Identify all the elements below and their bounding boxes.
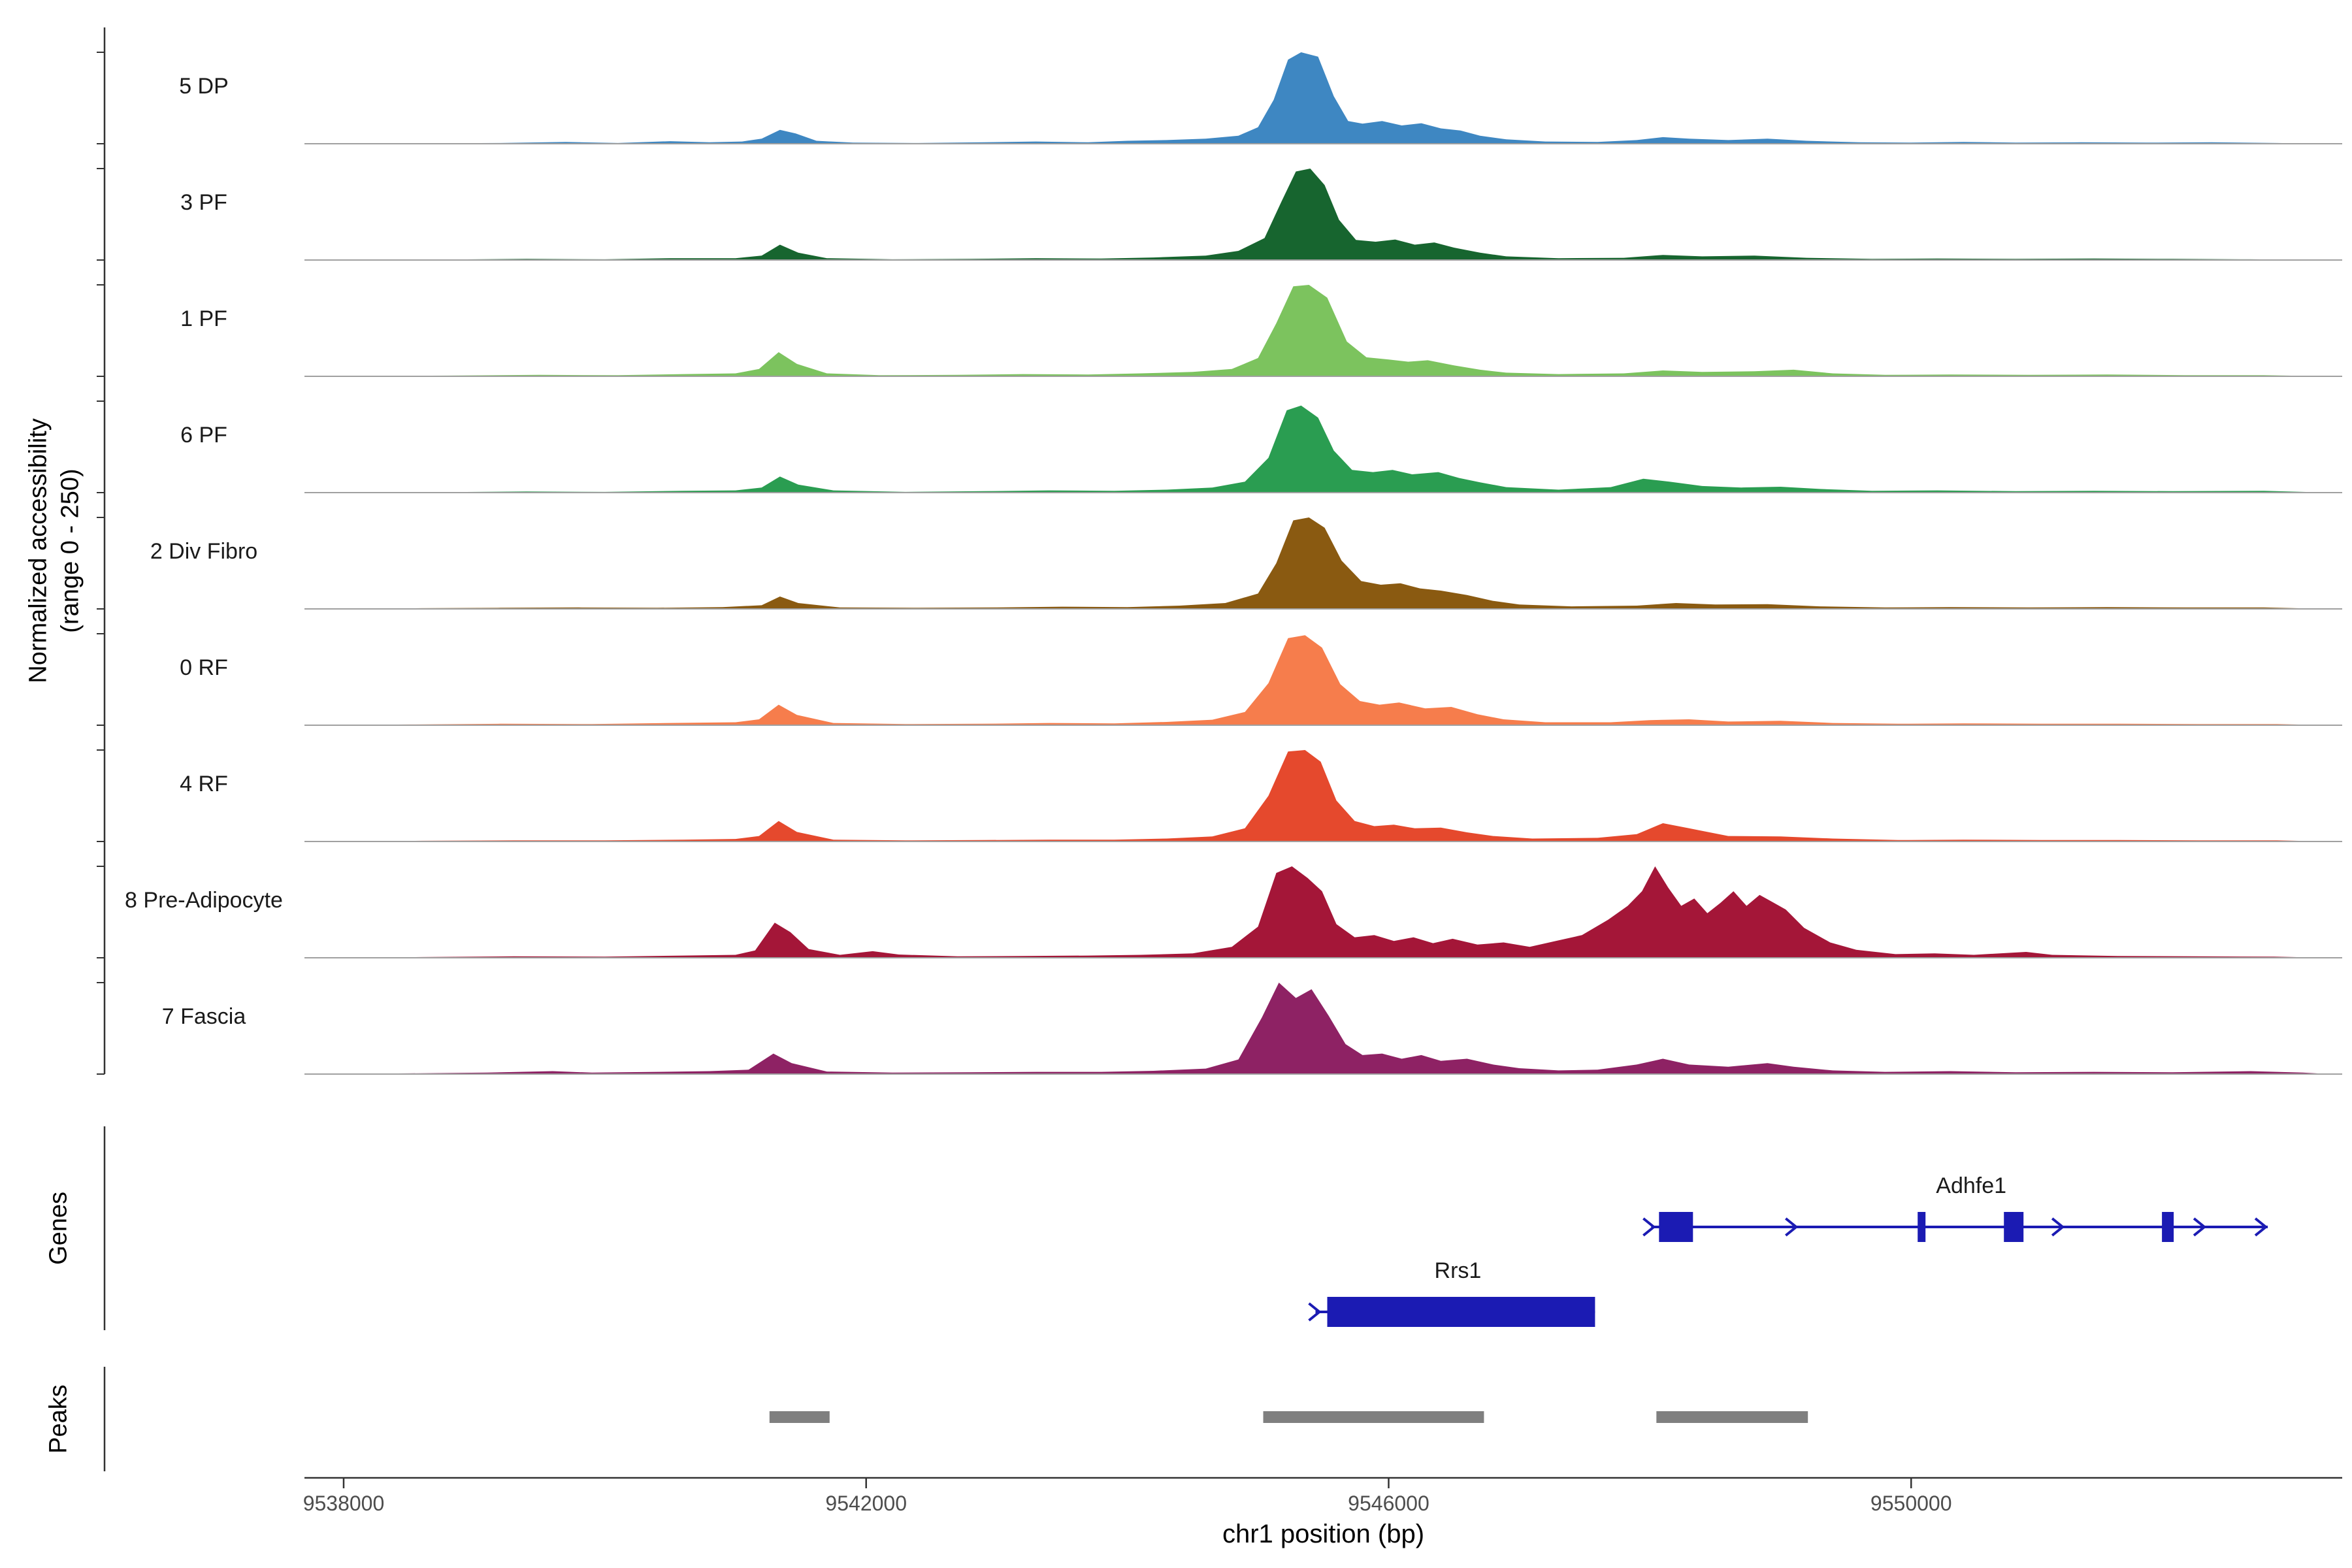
- gene-strand-arrow-icon: [2193, 1217, 2207, 1237]
- track-label: 0 RF: [180, 655, 228, 680]
- track-label: 1 PF: [180, 306, 227, 331]
- signal-area-track-7: [304, 750, 2342, 841]
- x-axis-tick-label: 9542000: [825, 1492, 907, 1515]
- peak-interval: [1656, 1411, 1808, 1423]
- gene-strand-arrow-icon: [1785, 1217, 1799, 1237]
- gene-name-label: Rrs1: [1435, 1258, 1482, 1283]
- track-label: 4 RF: [180, 772, 228, 796]
- signal-area-track-6: [304, 635, 2342, 725]
- gene-exon: [2162, 1212, 2174, 1242]
- gene-exon: [1918, 1212, 1926, 1242]
- gene-strand-arrow-icon: [2254, 1217, 2268, 1237]
- signal-area-track-1: [304, 52, 2342, 144]
- track-label: 2 Div Fibro: [150, 539, 257, 564]
- track-label: 3 PF: [180, 190, 227, 215]
- peak-interval: [1263, 1411, 1484, 1423]
- track-label: 5 DP: [179, 74, 229, 99]
- signal-area-track-9: [304, 983, 2342, 1074]
- gene-strand-arrow-icon: [1308, 1302, 1322, 1322]
- gene-exon: [1659, 1212, 1693, 1242]
- gene-exon: [2004, 1212, 2024, 1242]
- track-label: 8 Pre-Adipocyte: [125, 888, 283, 913]
- signal-area-track-3: [304, 285, 2342, 376]
- peak-interval: [769, 1411, 830, 1423]
- signal-area-track-2: [304, 169, 2342, 260]
- signal-area-track-5: [304, 517, 2342, 609]
- x-axis-tick-label: 9538000: [303, 1492, 385, 1515]
- gene-name-label: Adhfe1: [1936, 1173, 2006, 1198]
- gene-strand-arrow-icon: [2051, 1217, 2065, 1237]
- x-axis-tick-label: 9550000: [1870, 1492, 1952, 1515]
- track-label: 6 PF: [180, 423, 227, 448]
- gene-strand-arrow-icon: [1642, 1217, 1656, 1237]
- x-axis-tick-label: 9546000: [1348, 1492, 1429, 1515]
- gene-exon: [1327, 1297, 1595, 1327]
- x-axis-title: chr1 position (bp): [1222, 1520, 1425, 1548]
- signal-area-track-4: [304, 405, 2342, 493]
- track-label: 7 Fascia: [162, 1004, 246, 1029]
- signal-area-track-8: [304, 866, 2342, 958]
